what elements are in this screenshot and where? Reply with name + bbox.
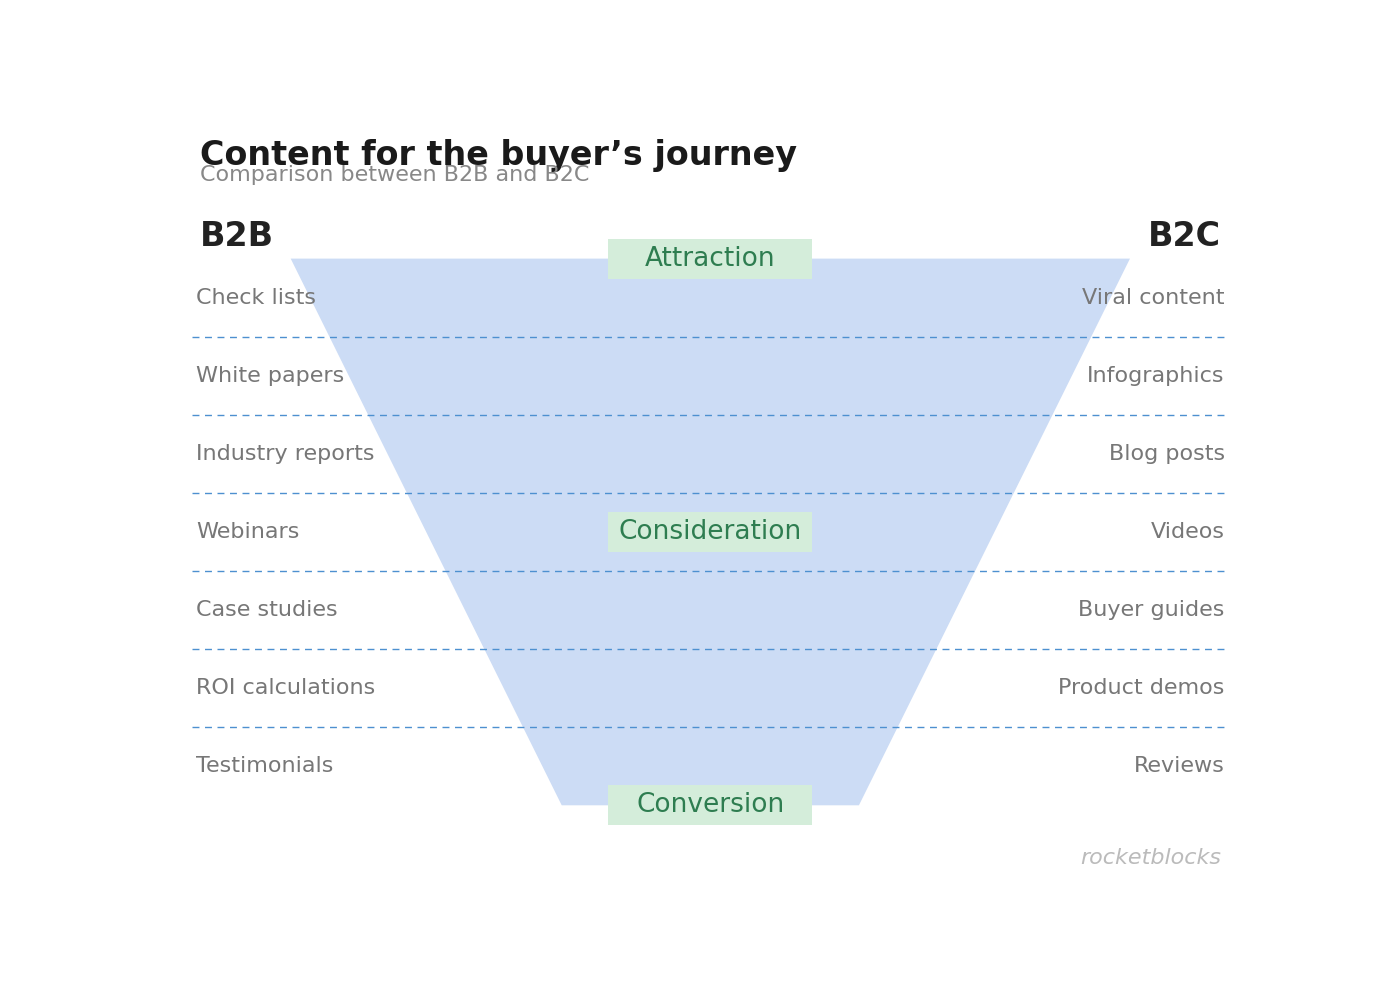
Text: B2B: B2B [200, 220, 274, 253]
Text: Blog posts: Blog posts [1109, 444, 1225, 464]
Text: White papers: White papers [195, 366, 344, 386]
Text: Infographics: Infographics [1087, 366, 1225, 386]
Text: Viral content: Viral content [1082, 288, 1225, 308]
Text: Testimonials: Testimonials [195, 756, 334, 776]
Text: Industry reports: Industry reports [195, 444, 374, 464]
Text: Buyer guides: Buyer guides [1078, 600, 1225, 620]
Text: Conversion: Conversion [636, 792, 784, 818]
FancyBboxPatch shape [608, 239, 812, 279]
Polygon shape [291, 259, 1130, 805]
Text: Webinars: Webinars [195, 522, 299, 542]
FancyBboxPatch shape [608, 785, 812, 825]
Text: Consideration: Consideration [618, 519, 802, 545]
FancyBboxPatch shape [608, 512, 812, 552]
Text: Content for the buyer’s journey: Content for the buyer’s journey [200, 139, 797, 172]
Text: Check lists: Check lists [195, 288, 316, 308]
Text: Product demos: Product demos [1059, 678, 1225, 698]
Text: Videos: Videos [1150, 522, 1225, 542]
Text: ROI calculations: ROI calculations [195, 678, 376, 698]
Text: B2C: B2C [1148, 220, 1221, 253]
Text: Comparison between B2B and B2C: Comparison between B2B and B2C [200, 165, 589, 185]
Text: Reviews: Reviews [1134, 756, 1225, 776]
Text: Case studies: Case studies [195, 600, 338, 620]
Text: Attraction: Attraction [644, 246, 776, 272]
Text: rocketblocks: rocketblocks [1080, 848, 1221, 868]
